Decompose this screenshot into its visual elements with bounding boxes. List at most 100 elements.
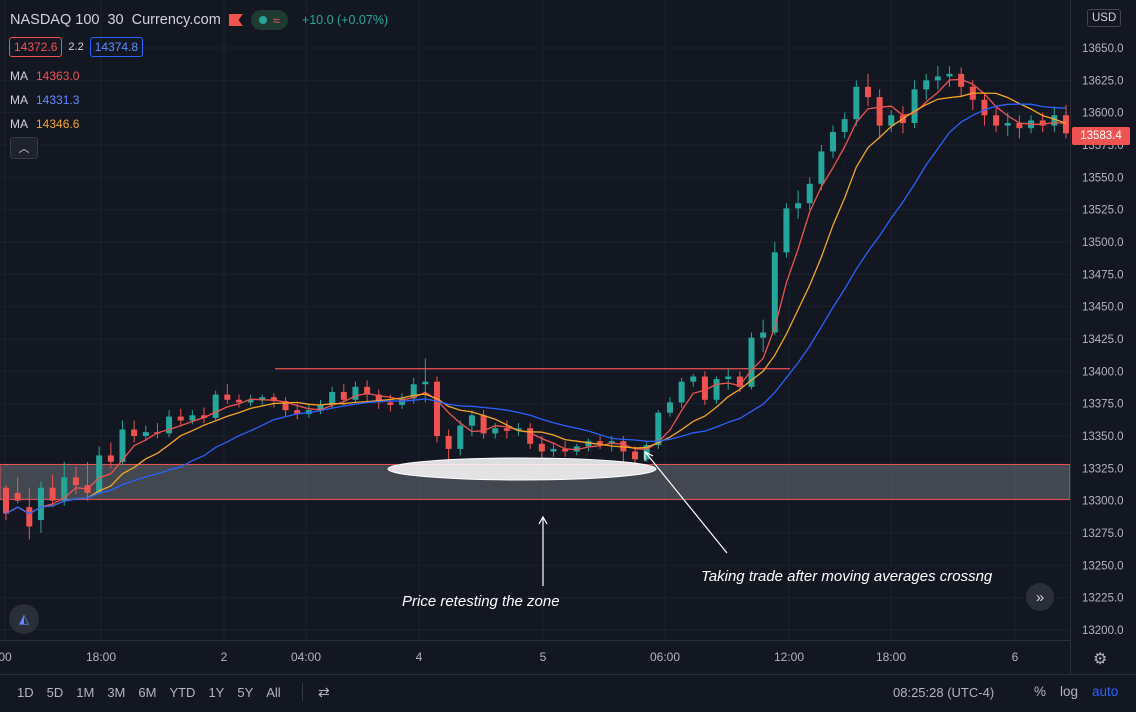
- time-axis-separator: [0, 640, 1070, 641]
- range-1y[interactable]: 1Y: [208, 685, 225, 700]
- price-tick-label: 13225.0: [1082, 593, 1124, 605]
- auto-toggle[interactable]: auto: [1092, 684, 1119, 699]
- candle-body: [632, 451, 639, 460]
- candle-body: [1063, 115, 1069, 134]
- currency-label[interactable]: USD: [1087, 9, 1122, 27]
- ma-line: [5, 103, 1067, 515]
- ma-line: [5, 92, 1067, 515]
- scale-options: % log auto: [1034, 684, 1118, 699]
- candle-body: [340, 392, 347, 400]
- candle-body: [235, 399, 242, 403]
- candle-body: [666, 402, 673, 413]
- ma-label: MA: [10, 117, 28, 131]
- time-axis[interactable]: 00 18:00 2 04:00 4 5 06:00 12:00 18:00 6: [0, 650, 1019, 664]
- range-3m[interactable]: 3M: [107, 685, 126, 700]
- clock[interactable]: 08:25:28 (UTC-4): [893, 685, 995, 700]
- candle-body: [841, 119, 848, 133]
- price-tick-label: 13400.0: [1082, 366, 1124, 378]
- candle-body: [783, 208, 790, 253]
- time-tick-label: 18:00: [86, 650, 116, 664]
- price-scale[interactable]: 13650.013625.013600.013575.013550.013525…: [1082, 43, 1124, 637]
- candle-body: [119, 429, 126, 462]
- candle-body: [585, 441, 592, 447]
- range-1m[interactable]: 1M: [76, 685, 95, 700]
- candle-body: [96, 455, 103, 493]
- range-ytd[interactable]: YTD: [169, 685, 196, 700]
- candle-body: [538, 443, 545, 452]
- log-toggle[interactable]: log: [1060, 684, 1079, 699]
- buy-price[interactable]: 14374.8: [89, 37, 144, 57]
- candle-body: [771, 252, 778, 333]
- candle-body: [224, 394, 231, 400]
- candle-body: [201, 415, 208, 418]
- percent-toggle[interactable]: %: [1034, 684, 1047, 699]
- candle-body: [1016, 123, 1023, 129]
- price-tick-label: 13425.0: [1082, 334, 1124, 346]
- time-tick-label: 04:00: [291, 650, 321, 664]
- price-tick-label: 13500.0: [1082, 237, 1124, 249]
- quote-panel: 14372.6 2.2 14374.8: [9, 37, 144, 57]
- range-1d[interactable]: 1D: [17, 685, 34, 700]
- ma-legend-1[interactable]: MA 14363.0: [10, 69, 79, 83]
- range-all[interactable]: All: [266, 685, 281, 700]
- time-tick-label: 00: [0, 650, 12, 664]
- ma-label: MA: [10, 93, 28, 107]
- ma-legend-3[interactable]: MA 14346.6: [10, 117, 79, 131]
- range-6m[interactable]: 6M: [138, 685, 157, 700]
- collapse-legend-button[interactable]: ︿: [10, 137, 38, 159]
- tradingview-logo[interactable]: ◭: [9, 604, 39, 634]
- candle-body: [690, 376, 697, 382]
- retest-ellipse: [387, 457, 657, 481]
- candle-body: [864, 86, 871, 98]
- range-5y[interactable]: 5Y: [237, 685, 254, 700]
- compare-icon: ⇄: [318, 684, 330, 700]
- spread: 2.2: [68, 41, 84, 53]
- chart-settings-button[interactable]: ⚙: [1093, 649, 1107, 669]
- candle-body: [259, 397, 266, 400]
- candle-body: [550, 448, 557, 452]
- ma-legend-2[interactable]: MA 14331.3: [10, 93, 79, 107]
- ma-label: MA: [10, 69, 28, 83]
- time-tick-label: 18:00: [876, 650, 906, 664]
- annotation-retest: Price retesting the zone: [402, 593, 560, 610]
- candle-body: [364, 386, 371, 395]
- price-tick-label: 13450.0: [1082, 302, 1124, 314]
- candle-body: [748, 337, 755, 387]
- chart-header: NASDAQ 100 30 Currency.com ≈ +10.0 (+0.0…: [10, 10, 388, 30]
- price-tick-label: 13325.0: [1082, 463, 1124, 475]
- candle-body: [189, 415, 196, 421]
- candle-body: [1051, 115, 1058, 126]
- symbol-name[interactable]: NASDAQ 100: [10, 12, 100, 28]
- candle-body: [958, 73, 965, 87]
- wave-icon: ≈: [272, 12, 280, 28]
- price-change: +10.0 (+0.07%): [301, 13, 389, 27]
- candle-body: [876, 97, 883, 126]
- candle-body: [655, 412, 662, 446]
- sell-price[interactable]: 14372.6: [9, 37, 63, 57]
- candle-body: [888, 115, 895, 126]
- range-5d[interactable]: 5D: [46, 685, 64, 700]
- candle-body: [72, 477, 79, 486]
- scroll-forward-icon: »: [1035, 588, 1045, 606]
- candle-body: [247, 399, 254, 403]
- candle-body: [107, 455, 114, 462]
- candle-body: [736, 376, 743, 387]
- market-status-pill[interactable]: ≈: [250, 10, 288, 30]
- candle-body: [329, 392, 336, 405]
- chart-grid: [0, 0, 1070, 640]
- candle-body: [830, 132, 837, 152]
- flag-icon[interactable]: [228, 14, 243, 26]
- scroll-forward-button[interactable]: »: [1026, 583, 1054, 611]
- price-tick-label: 13300.0: [1082, 496, 1124, 508]
- candle-body: [375, 394, 382, 403]
- annotation-arrow-up: [538, 515, 548, 586]
- candle-body: [457, 425, 464, 449]
- last-price-label: 13583.4: [1072, 127, 1130, 145]
- candle-body: [806, 183, 813, 204]
- interval[interactable]: 30: [107, 12, 124, 28]
- compare-button[interactable]: ⇄: [318, 684, 330, 701]
- data-source: Currency.com: [131, 12, 221, 28]
- candle-body: [480, 415, 487, 434]
- candle-body: [14, 492, 21, 501]
